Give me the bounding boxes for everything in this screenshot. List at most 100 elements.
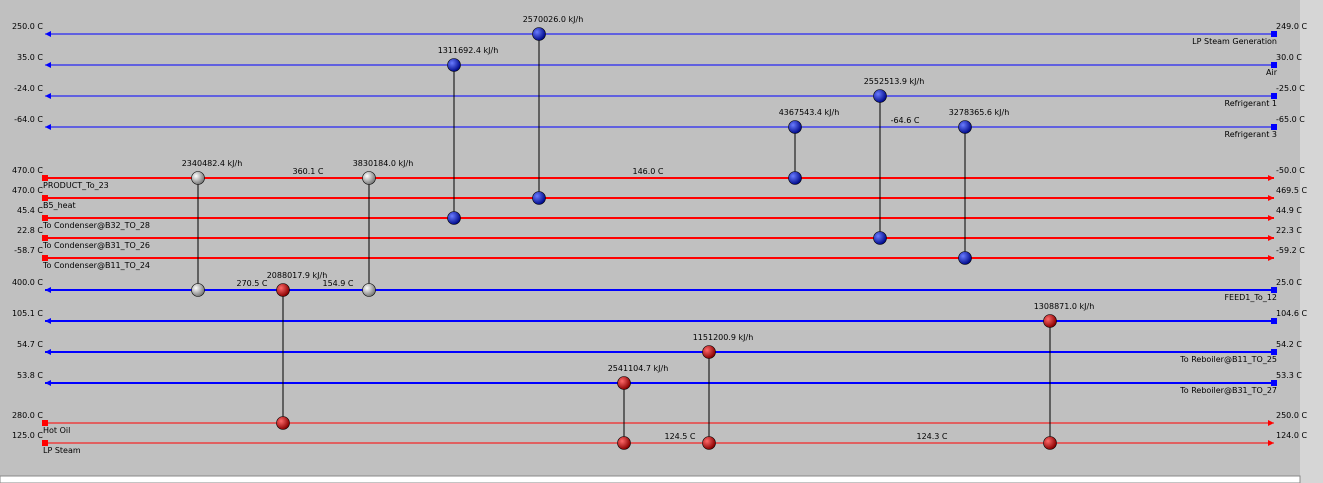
stream-arrow <box>45 93 51 99</box>
outlet-temp: -25.0 C <box>1276 84 1305 93</box>
stream-name: Hot Oil <box>43 426 70 435</box>
stream-name: Air <box>1266 68 1278 77</box>
scroll-strip <box>1300 0 1323 483</box>
exchanger-duty: 2088017.9 kJ/h <box>267 271 328 280</box>
stream-end <box>1271 31 1277 37</box>
intermediate-temp: 124.5 C <box>664 432 695 441</box>
outlet-temp: 54.2 C <box>1276 340 1302 349</box>
stream-end <box>42 215 48 221</box>
inlet-temp: 470.0 C <box>12 186 43 195</box>
outlet-temp: 249.0 C <box>1276 22 1307 31</box>
exchanger-duty: 2340482.4 kJ/h <box>182 159 243 168</box>
outlet-temp: 469.5 C <box>1276 186 1307 195</box>
exchanger-node <box>617 376 631 390</box>
outlet-temp: 22.3 C <box>1276 226 1302 235</box>
inlet-temp: 22.8 C <box>17 226 43 235</box>
stream-arrow <box>1268 440 1274 446</box>
exchanger-duty: 2541104.7 kJ/h <box>608 364 669 373</box>
exchanger-node <box>362 283 376 297</box>
exchanger-node <box>362 171 376 185</box>
stream-end <box>42 175 48 181</box>
exchanger-duty: 1311692.4 kJ/h <box>438 46 499 55</box>
inlet-temp: 400.0 C <box>12 278 43 287</box>
stream-arrow <box>45 287 51 293</box>
stream-arrow <box>1268 255 1274 261</box>
stream-name: PRODUCT_To_23 <box>43 181 109 190</box>
stream-end <box>1271 287 1277 293</box>
stream-end <box>1271 318 1277 324</box>
stream-arrow <box>45 31 51 37</box>
exchanger-node <box>532 27 546 41</box>
outlet-temp: 25.0 C <box>1276 278 1302 287</box>
stream-end <box>42 255 48 261</box>
network: 250.0 C 249.0 C LP Steam Generation 35.0 C 3… <box>12 15 1307 455</box>
intermediate-temp: 270.5 C <box>236 279 267 288</box>
intermediate-temp: 146.0 C <box>632 167 663 176</box>
stream-end <box>42 440 48 446</box>
stream-name: To Reboiler@B11_TO_25 <box>1179 355 1277 364</box>
inlet-temp: 35.0 C <box>17 53 43 62</box>
exchanger-duty: 3830184.0 kJ/h <box>353 159 414 168</box>
status-bar <box>0 475 1301 483</box>
intermediate-temp: 124.3 C <box>916 432 947 441</box>
exchanger-node <box>532 191 546 205</box>
inlet-temp: 54.7 C <box>17 340 43 349</box>
stream-end <box>42 420 48 426</box>
exchanger-node <box>191 283 205 297</box>
outlet-temp: 53.3 C <box>1276 371 1302 380</box>
intermediate-temp: 360.1 C <box>292 167 323 176</box>
stream-end <box>1271 93 1277 99</box>
stream-name: FEED1_To_12 <box>1224 293 1277 302</box>
stream-end <box>1271 349 1277 355</box>
stream-arrow <box>45 318 51 324</box>
stream-name: B5_heat <box>43 201 76 210</box>
stream-arrow <box>45 349 51 355</box>
exchanger-node <box>702 345 716 359</box>
stream-name: LP Steam <box>43 446 81 455</box>
exchanger-node <box>958 251 972 265</box>
outlet-temp: -59.2 C <box>1276 246 1305 255</box>
stream-arrow <box>45 380 51 386</box>
stream-name: To Condenser@B32_TO_28 <box>42 221 150 230</box>
inlet-temp: 53.8 C <box>17 371 43 380</box>
exchanger-duty: 3278365.6 kJ/h <box>949 108 1010 117</box>
exchanger-node <box>873 231 887 245</box>
exchanger-node <box>191 171 205 185</box>
stream-arrow <box>1268 175 1274 181</box>
intermediate-temp: 154.9 C <box>322 279 353 288</box>
outlet-temp: -50.0 C <box>1276 166 1305 175</box>
exchanger-node <box>958 120 972 134</box>
stream-arrow <box>1268 215 1274 221</box>
exchanger-node <box>788 171 802 185</box>
stream-arrow <box>1268 195 1274 201</box>
stream-arrow <box>45 124 51 130</box>
outlet-temp: 124.0 C <box>1276 431 1307 440</box>
inlet-temp: 280.0 C <box>12 411 43 420</box>
intermediate-temp: -64.6 C <box>891 116 920 125</box>
outlet-temp: 30.0 C <box>1276 53 1302 62</box>
exchanger-node <box>873 89 887 103</box>
stream-name: To Condenser@B11_TO_24 <box>42 261 150 270</box>
stream-end <box>1271 380 1277 386</box>
exchanger-node <box>702 436 716 450</box>
exchanger-node <box>276 416 290 430</box>
stream-end <box>1271 62 1277 68</box>
stream-name: To Condenser@B31_TO_26 <box>42 241 150 250</box>
inlet-temp: -64.0 C <box>14 115 43 124</box>
outlet-temp: 44.9 C <box>1276 206 1302 215</box>
stream-end <box>1271 124 1277 130</box>
outlet-temp: -65.0 C <box>1276 115 1305 124</box>
exchanger-node <box>1043 436 1057 450</box>
exchanger-node <box>617 436 631 450</box>
exchanger-node <box>447 211 461 225</box>
exchanger-duty: 4367543.4 kJ/h <box>779 108 840 117</box>
exchanger-node <box>1043 314 1057 328</box>
exchanger-node <box>447 58 461 72</box>
exchanger-duty: 1151200.9 kJ/h <box>693 333 754 342</box>
exchanger-duty: 2570026.0 kJ/h <box>523 15 584 24</box>
inlet-temp: -58.7 C <box>14 246 43 255</box>
inlet-temp: 45.4 C <box>17 206 43 215</box>
exchanger-duty: 2552513.9 kJ/h <box>864 77 925 86</box>
exchanger-duty: 1308871.0 kJ/h <box>1034 302 1095 311</box>
